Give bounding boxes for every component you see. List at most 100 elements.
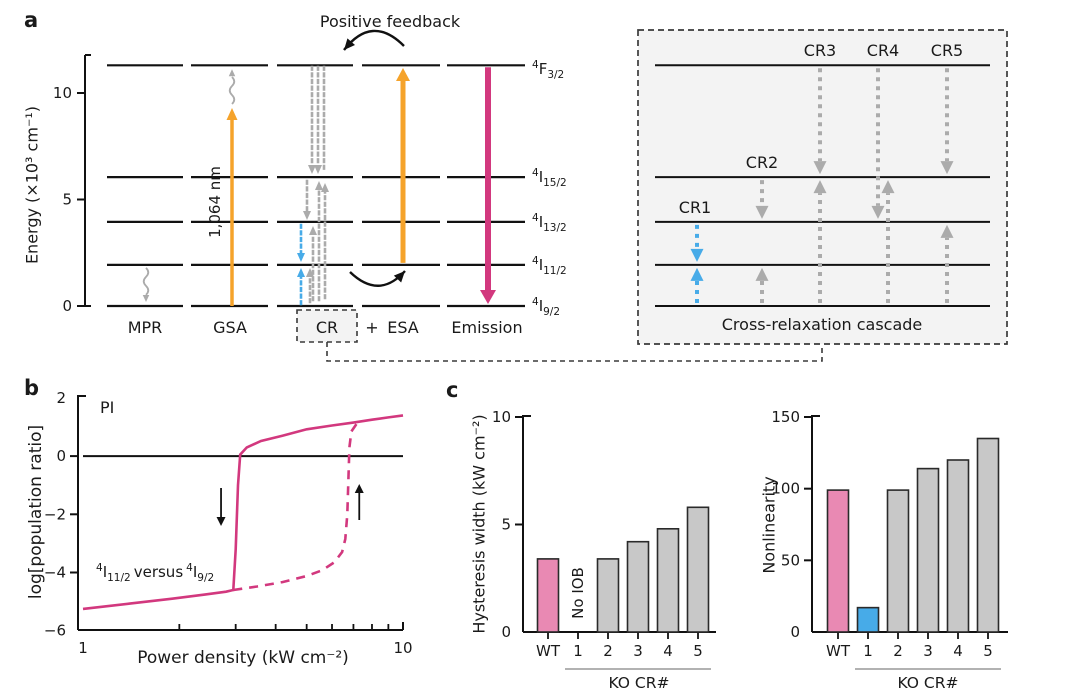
inset-CR2-up-arrow-head xyxy=(755,267,769,281)
energy-axis-tick-label: 5 xyxy=(62,191,72,209)
panel-b-y-axis-label: log[population ratio] xyxy=(26,424,46,600)
ko-cr-group-label-right: KO CR# xyxy=(897,674,959,692)
series-label-term-right: I xyxy=(192,563,198,581)
series-label-sup-left: 4 xyxy=(96,562,103,574)
pc2-bar-5 xyxy=(976,437,1000,633)
cr-cluster-up4-head xyxy=(306,268,314,277)
pc2-y-tick-label: 150 xyxy=(771,408,800,426)
pb-curve-dashed xyxy=(233,423,358,592)
cr-to-esa-arc xyxy=(349,270,406,287)
pc2-y-tick-label: 100 xyxy=(771,480,800,498)
pc2-cat-label-3: 3 xyxy=(923,642,933,660)
pc1-bar-2 xyxy=(596,558,620,633)
pc1-bar-WT xyxy=(536,558,560,633)
cr-cluster-down3-head xyxy=(303,211,311,220)
cr-cluster-blue-up-head xyxy=(297,268,305,277)
inset-CR5-label: CR5 xyxy=(931,41,963,60)
pc2-cat-label-1: 1 xyxy=(863,642,873,660)
series-label: 4I11/2 versus 4I9/2 xyxy=(96,562,214,584)
process-label-gsa: GSA xyxy=(213,318,247,337)
pc1-bar-3 xyxy=(626,540,650,633)
level-label-I15-2: 4I15/2 xyxy=(532,167,567,190)
inset-CR4-label: CR4 xyxy=(867,41,899,60)
pc1-cat-label-5: 5 xyxy=(693,642,703,660)
series-label-sup-right: 4 xyxy=(186,562,193,574)
cr-inset-connector xyxy=(326,342,823,362)
pb-y-tick-label: 2 xyxy=(56,389,66,407)
inset-CR3-down-arrow-head xyxy=(813,161,827,175)
level-label-I11-2: 4I11/2 xyxy=(532,254,567,277)
emission-arrow-head xyxy=(480,290,496,304)
mpr-wavy-arrow-head xyxy=(142,295,150,302)
pc2-bar-WT xyxy=(826,489,850,633)
pb-y-tick-label: −2 xyxy=(44,505,66,523)
pc2-cat-label-WT: WT xyxy=(826,642,851,660)
no-iob-note: No IOB xyxy=(569,567,587,619)
series-label-term-left: I xyxy=(102,563,108,581)
pc1-cat-label-4: 4 xyxy=(663,642,673,660)
pb-branch-arrow-down-head xyxy=(216,517,226,526)
pc1-y-tick-label: 0 xyxy=(501,623,511,641)
pc2-y-tick-label: 50 xyxy=(781,551,800,569)
cr-cluster-up3-head xyxy=(309,226,317,235)
mpr-wavy-arrow xyxy=(142,267,150,296)
inset-CR2-label: CR2 xyxy=(746,153,778,172)
pc1-y-tick-label: 10 xyxy=(492,408,511,426)
pc1-y-tick-label: 5 xyxy=(501,516,511,534)
pc2-bar-3 xyxy=(916,467,940,633)
pi-annotation: PI xyxy=(100,398,115,417)
pc1-cat-label-WT: WT xyxy=(536,642,561,660)
pc2-cat-label-4: 4 xyxy=(953,642,963,660)
cr-cluster-up2-head xyxy=(321,183,329,192)
inset-CR4-up-arrow-head xyxy=(881,180,895,194)
nonlinearity-axis-label: Nonlinearity xyxy=(759,476,779,574)
panel-b-x-axis-label: Power density (kW cm⁻²) xyxy=(137,648,349,668)
cr-box xyxy=(296,309,358,343)
pc2-cat-label-2: 2 xyxy=(893,642,903,660)
esa-arrow-head xyxy=(396,68,410,81)
inset-CR5-down-arrow-head xyxy=(940,161,954,175)
gsa-relaxation-wavy xyxy=(228,76,236,105)
process-label-esa: ESA xyxy=(387,318,419,337)
pc2-bar-4 xyxy=(946,459,970,633)
panel-a-label: a xyxy=(24,8,39,32)
pc1-cat-label-1: 1 xyxy=(573,642,583,660)
pb-y-tick-label: −4 xyxy=(44,564,66,582)
process-label-cr: CR xyxy=(315,318,339,337)
series-label-versus: versus xyxy=(133,563,184,581)
cr-cluster-down2-head xyxy=(314,165,322,174)
gsa-arrow-head xyxy=(226,108,238,120)
process-label-emission: Emission xyxy=(451,318,523,337)
pc2-bar-2 xyxy=(886,489,910,633)
hysteresis-axis-label: Hysteresis width (kW cm⁻²) xyxy=(469,414,489,634)
positive-feedback-label: Positive feedback xyxy=(319,12,461,31)
cr-cluster-up1-head xyxy=(315,181,323,190)
level-label-I9-2: 4I9/2 xyxy=(532,296,561,318)
level-label-F3-2: 4F3/2 xyxy=(532,59,565,82)
inset-CR1-label: CR1 xyxy=(679,198,711,217)
pb-x-tick-label: 1 xyxy=(78,639,88,657)
panel-c-label: c xyxy=(446,378,459,402)
inset-caption: Cross-relaxation cascade xyxy=(721,315,923,334)
level-label-I13-2: 4I13/2 xyxy=(532,211,567,234)
inset-CR1-up-arrow-head xyxy=(690,267,704,281)
pc1-cat-label-3: 3 xyxy=(633,642,643,660)
pc1-bar-5 xyxy=(686,506,710,633)
pc2-cat-label-5: 5 xyxy=(983,642,993,660)
ko-cr-group-label-left: KO CR# xyxy=(608,674,670,692)
inset-CR1-down-arrow-head xyxy=(690,248,704,262)
pc1-cat-label-2: 2 xyxy=(603,642,613,660)
inset-CR5-up-arrow-head xyxy=(940,224,954,238)
pb-curve-solid xyxy=(82,414,404,611)
pb-y-tick-label: 0 xyxy=(56,447,66,465)
process-label-plus: + xyxy=(365,318,379,337)
pump-wavelength-label: 1,064 nm xyxy=(206,166,224,238)
positive-feedback-arc xyxy=(343,29,405,51)
energy-axis-tick-label: 10 xyxy=(53,84,72,102)
cr-to-esa-arc-head xyxy=(393,271,405,283)
energy-axis-label: Energy (×10³ cm⁻¹) xyxy=(22,105,42,265)
series-label-sub-left: 11/2 xyxy=(107,572,131,584)
pb-y-tick-label: −6 xyxy=(44,622,66,640)
